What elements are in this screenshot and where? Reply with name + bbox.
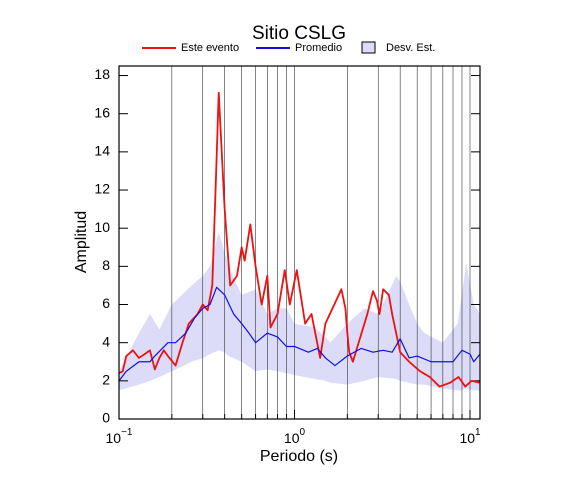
- series-line: [118, 286, 481, 382]
- plot-frame: [118, 65, 481, 420]
- y-tick-label: 2: [102, 372, 110, 388]
- legend-swatch: [361, 41, 376, 54]
- y-tick-label: 6: [102, 295, 110, 311]
- x-axis-label: Periodo (s): [260, 448, 338, 465]
- x-tick-base: 10: [106, 430, 122, 446]
- y-tick-label: 4: [102, 333, 110, 349]
- x-tick-label: 10−1: [106, 427, 133, 446]
- x-tick-label: 100: [284, 427, 306, 446]
- y-tick-label: 16: [94, 104, 110, 120]
- y-tick-label: 18: [94, 66, 110, 82]
- y-tick-label: 10: [94, 219, 110, 235]
- legend-label: Desv. Est.: [386, 42, 435, 54]
- y-tick-label: 14: [94, 143, 110, 159]
- x-tick-base: 10: [459, 430, 475, 446]
- y-tick-label: 0: [102, 410, 110, 426]
- x-tick-exp: 0: [300, 427, 306, 438]
- legend-label: Promedio: [295, 42, 342, 54]
- x-tick-exp: −1: [121, 427, 133, 438]
- y-tick-label: 12: [94, 181, 110, 197]
- x-tick-base: 10: [284, 430, 300, 446]
- y-axis-label: Amplitud: [73, 211, 90, 273]
- x-tick-exp: 1: [475, 427, 481, 438]
- series-line: [118, 91, 481, 388]
- std-band: [119, 232, 480, 391]
- legend-label: Este evento: [181, 42, 239, 54]
- x-tick-label: 101: [459, 427, 481, 446]
- chart-title: Sitio CSLG: [252, 23, 346, 44]
- y-tick-label: 8: [102, 257, 110, 273]
